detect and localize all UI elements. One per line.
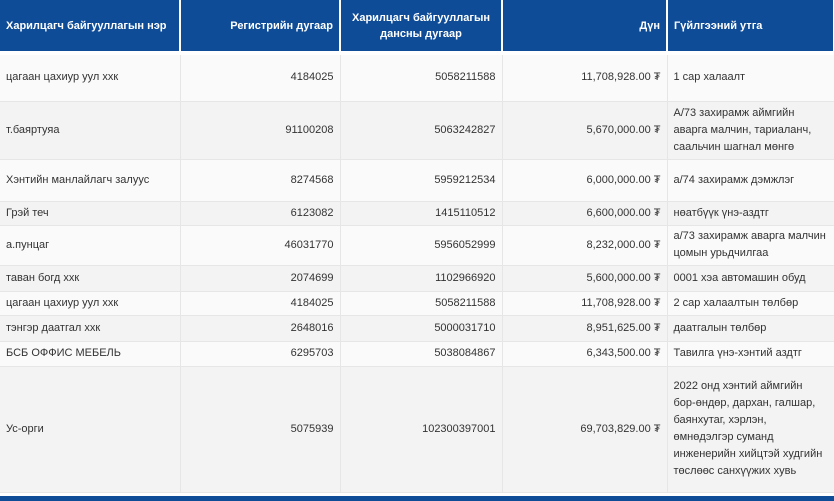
cell-partner-name: БСБ ОФФИС МЕБЕЛЬ — [0, 341, 181, 367]
cell-amount: 8,951,625.00 ₮ — [502, 315, 668, 342]
cell-description: 1 сар халаалт — [667, 55, 834, 102]
header-description[interactable]: Гүйлгээний утга — [667, 0, 834, 51]
cell-register-number: 8274568 — [180, 159, 341, 202]
cell-register-number: 2074699 — [180, 265, 341, 292]
table-row: цагаан цахиур уул ххк 4184025 5058211588… — [0, 55, 834, 102]
table-row: цагаан цахиур уул ххк 4184025 5058211588… — [0, 291, 834, 316]
cell-amount: 11,708,928.00 ₮ — [502, 291, 668, 316]
cell-description: 0001 хэа автомашин обуд — [667, 265, 834, 292]
cell-account-number: 5063242827 — [340, 101, 503, 160]
bottom-scroll-bar[interactable] — [0, 496, 834, 501]
header-amount[interactable]: Дүн — [502, 0, 668, 51]
cell-description: Тавилга үнэ-хэнтий аздтг — [667, 341, 834, 367]
table-row: а.пунцаг 46031770 5956052999 8,232,000.0… — [0, 225, 834, 266]
cell-amount: 8,232,000.00 ₮ — [502, 225, 668, 266]
table-row: т.баяртуяа 91100208 5063242827 5,670,000… — [0, 101, 834, 160]
cell-amount: 69,703,829.00 ₮ — [502, 366, 668, 493]
cell-partner-name: т.баяртуяа — [0, 101, 181, 160]
cell-register-number: 2648016 — [180, 315, 341, 342]
table-row: Хэнтийн манлайлагч залуус 8274568 595921… — [0, 159, 834, 202]
table-row: БСБ ОФФИС МЕБЕЛЬ 6295703 5038084867 6,34… — [0, 341, 834, 367]
cell-partner-name: тэнгэр даатгал ххк — [0, 315, 181, 342]
cell-description: 2022 онд хэнтий аймгийн бор-өндөр, дарха… — [667, 366, 834, 493]
cell-amount: 6,343,500.00 ₮ — [502, 341, 668, 367]
cell-partner-name: Хэнтийн манлайлагч залуус — [0, 159, 181, 202]
cell-partner-name: цагаан цахиур уул ххк — [0, 291, 181, 316]
cell-account-number: 102300397001 — [340, 366, 503, 493]
cell-description: нөатбүүк үнэ-аздтг — [667, 201, 834, 226]
cell-register-number: 6295703 — [180, 341, 341, 367]
cell-amount: 5,600,000.00 ₮ — [502, 265, 668, 292]
cell-register-number: 4184025 — [180, 291, 341, 316]
cell-description: а/74 захирамж дэмжлэг — [667, 159, 834, 202]
cell-account-number: 5038084867 — [340, 341, 503, 367]
header-register-number[interactable]: Регистрийн дугаар — [180, 0, 341, 51]
cell-partner-name: а.пунцаг — [0, 225, 181, 266]
cell-description: А/73 захирамж аймгийн аварга малчин, тар… — [667, 101, 834, 160]
cell-register-number: 4184025 — [180, 55, 341, 102]
cell-register-number: 91100208 — [180, 101, 341, 160]
cell-account-number: 5058211588 — [340, 291, 503, 316]
cell-description: а/73 захирамж аварга малчин цомын урьдчи… — [667, 225, 834, 266]
table-row: тэнгэр даатгал ххк 2648016 5000031710 8,… — [0, 315, 834, 342]
header-account-number[interactable]: Харилцагч байгууллагын дансны дугаар — [340, 0, 503, 51]
cell-description: даатгалын төлбөр — [667, 315, 834, 342]
cell-account-number: 5000031710 — [340, 315, 503, 342]
table-row: таван богд ххк 2074699 1102966920 5,600,… — [0, 265, 834, 292]
header-partner-name[interactable]: Харилцагч байгууллагын нэр — [0, 0, 181, 51]
cell-amount: 11,708,928.00 ₮ — [502, 55, 668, 102]
cell-account-number: 5058211588 — [340, 55, 503, 102]
cell-register-number: 46031770 — [180, 225, 341, 266]
table-row: Грэй теч 6123082 1415110512 6,600,000.00… — [0, 201, 834, 226]
cell-account-number: 5956052999 — [340, 225, 503, 266]
cell-account-number: 1102966920 — [340, 265, 503, 292]
cell-partner-name: цагаан цахиур уул ххк — [0, 55, 181, 102]
cell-account-number: 5959212534 — [340, 159, 503, 202]
cell-description: 2 сар халаалтын төлбөр — [667, 291, 834, 316]
cell-amount: 6,000,000.00 ₮ — [502, 159, 668, 202]
cell-partner-name: Грэй теч — [0, 201, 181, 226]
cell-amount: 6,600,000.00 ₮ — [502, 201, 668, 226]
cell-partner-name: Ус-орги — [0, 366, 181, 493]
cell-amount: 5,670,000.00 ₮ — [502, 101, 668, 160]
cell-register-number: 5075939 — [180, 366, 341, 493]
table-header-row: Харилцагч байгууллагын нэр Регистрийн ду… — [0, 0, 834, 51]
cell-register-number: 6123082 — [180, 201, 341, 226]
cell-partner-name: таван богд ххк — [0, 265, 181, 292]
table-row: Ус-орги 5075939 102300397001 69,703,829.… — [0, 366, 834, 493]
cell-account-number: 1415110512 — [340, 201, 503, 226]
